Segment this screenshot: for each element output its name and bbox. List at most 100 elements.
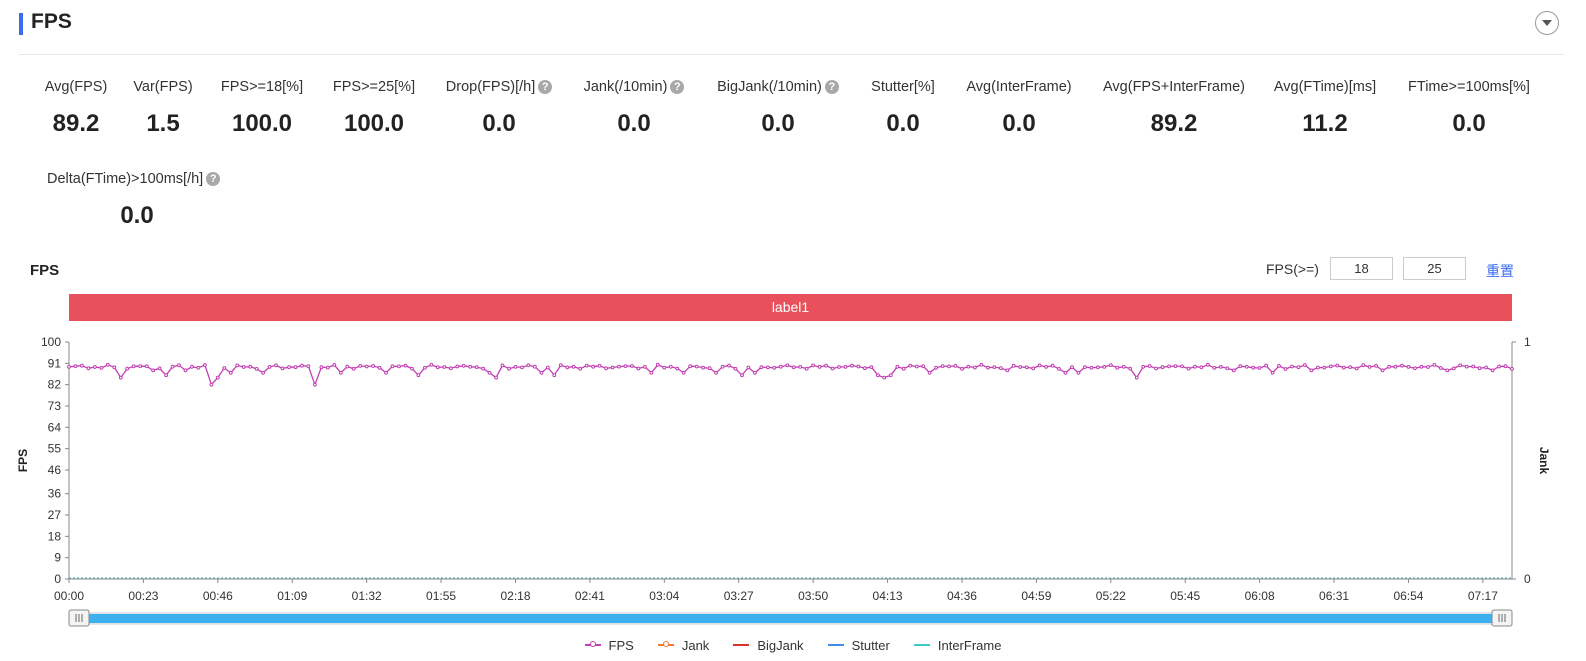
fps-point	[1290, 364, 1294, 369]
fps-point	[1503, 364, 1508, 369]
legend-item-stutter[interactable]: Stutter	[827, 637, 890, 653]
fps-point	[947, 364, 951, 369]
fps-point	[364, 364, 369, 369]
metric-value: 0.0	[761, 110, 795, 137]
metric-fps-18: FPS>=18[%] 100.0	[142, 78, 382, 138]
fps-point	[461, 363, 466, 368]
legend-item-jank[interactable]: Jank	[657, 638, 709, 653]
x-tick-label: 03:27	[724, 589, 754, 603]
legend-label: InterFrame	[937, 637, 1002, 653]
fps-point	[1005, 368, 1010, 373]
fps-point	[1380, 368, 1385, 373]
metric-avg-fps: Avg(FPS) 89.2	[0, 78, 196, 138]
fps-point	[701, 365, 705, 370]
fps-point	[1341, 365, 1346, 370]
fps-point	[151, 368, 156, 373]
fps-point	[778, 364, 783, 369]
x-tick-label: 02:18	[500, 589, 530, 603]
fps-point	[727, 363, 731, 368]
fps-point	[766, 365, 770, 370]
fps-point	[824, 363, 828, 368]
fps-point	[1458, 363, 1463, 368]
x-tick-label: 01:09	[277, 589, 307, 603]
metric-avg-interframe: Avg(InterFrame) 0.0	[899, 78, 1139, 138]
x-tick-label: 00:46	[203, 589, 233, 603]
fps-point	[565, 365, 570, 370]
fps-point	[746, 365, 751, 370]
fps-point	[80, 363, 84, 368]
fps-point	[1497, 364, 1501, 369]
y2-axis-title: Jank	[1537, 447, 1551, 475]
fps-threshold-low-input[interactable]	[1330, 257, 1393, 280]
fps-point	[1167, 364, 1171, 369]
fps-point	[1303, 363, 1307, 367]
help-icon[interactable]: ?	[824, 80, 839, 94]
fps-point	[636, 366, 641, 371]
fps-point	[681, 370, 686, 375]
fps-point	[1024, 365, 1029, 370]
fps-point	[843, 365, 848, 369]
fps-point	[597, 363, 602, 368]
fps-point	[138, 364, 143, 369]
fps-threshold-high-input[interactable]	[1403, 257, 1466, 280]
fps-point	[1141, 364, 1146, 369]
fps-point	[1393, 364, 1398, 369]
fps-point	[500, 363, 505, 368]
fps-point	[753, 370, 757, 375]
fps-chart[interactable]: 0 9 18 27 36 46 55 64 73 82 91 100 0 1 FPS Jank 00:00 00:…	[0, 330, 1586, 630]
help-icon[interactable]: ?	[538, 80, 553, 94]
legend-item-interframe[interactable]: InterFrame	[913, 637, 1002, 653]
fps-point	[1419, 364, 1424, 369]
header-divider	[19, 54, 1564, 55]
fps-point	[804, 366, 809, 371]
fps-point	[856, 364, 861, 369]
y-axis-title: FPS	[16, 449, 30, 472]
fps-point	[1193, 364, 1197, 369]
fps-point	[507, 366, 511, 371]
x-tick-label: 05:45	[1170, 589, 1200, 603]
fps-point	[442, 365, 447, 369]
legend-label: Stutter	[851, 637, 890, 653]
fps-point	[1445, 368, 1450, 373]
fps-point	[448, 366, 453, 371]
y2-tick-label: 1	[1524, 335, 1531, 349]
legend-item-fps[interactable]: FPS	[584, 638, 634, 653]
fps-point	[1102, 365, 1107, 369]
fps-point	[1160, 365, 1165, 370]
reset-link[interactable]: 重置	[1486, 263, 1514, 279]
collapse-chevron-icon[interactable]	[1535, 11, 1559, 35]
help-icon[interactable]: ?	[670, 80, 685, 94]
fps-point	[584, 363, 589, 368]
fps-point	[487, 370, 492, 375]
fps-point	[1050, 363, 1055, 368]
fps-point	[1277, 364, 1281, 368]
fps-point	[1322, 365, 1327, 370]
fps-point	[125, 366, 130, 371]
legend-item-bigjank[interactable]: BigJank	[733, 638, 804, 653]
fps-point	[1413, 366, 1417, 371]
help-icon[interactable]: ?	[206, 172, 221, 186]
fps-point	[332, 363, 337, 367]
fps-point	[118, 375, 123, 380]
label-band[interactable]: label1	[69, 294, 1512, 321]
fps-point	[953, 364, 958, 368]
fps-point	[662, 365, 667, 370]
fps-point	[830, 366, 835, 371]
fps-point	[668, 364, 673, 369]
y-tick-label: 36	[48, 487, 62, 501]
fps-point	[571, 364, 576, 369]
metric-label: Avg(FPS+InterFrame)	[1103, 79, 1245, 95]
x-tick-label: 06:31	[1319, 589, 1349, 603]
fps-point	[934, 365, 938, 370]
range-slider-fill	[75, 614, 1506, 623]
fps-point	[177, 363, 181, 368]
metric-label: BigJank(/10min)	[717, 79, 822, 95]
fps-point	[1296, 365, 1301, 370]
fps-point	[791, 365, 796, 370]
fps-point	[733, 366, 738, 371]
section-accent-bar	[19, 13, 23, 35]
fps-point	[468, 364, 473, 369]
chart-title: FPS	[30, 262, 60, 279]
fps-point	[215, 375, 220, 380]
fps-point	[170, 364, 175, 369]
